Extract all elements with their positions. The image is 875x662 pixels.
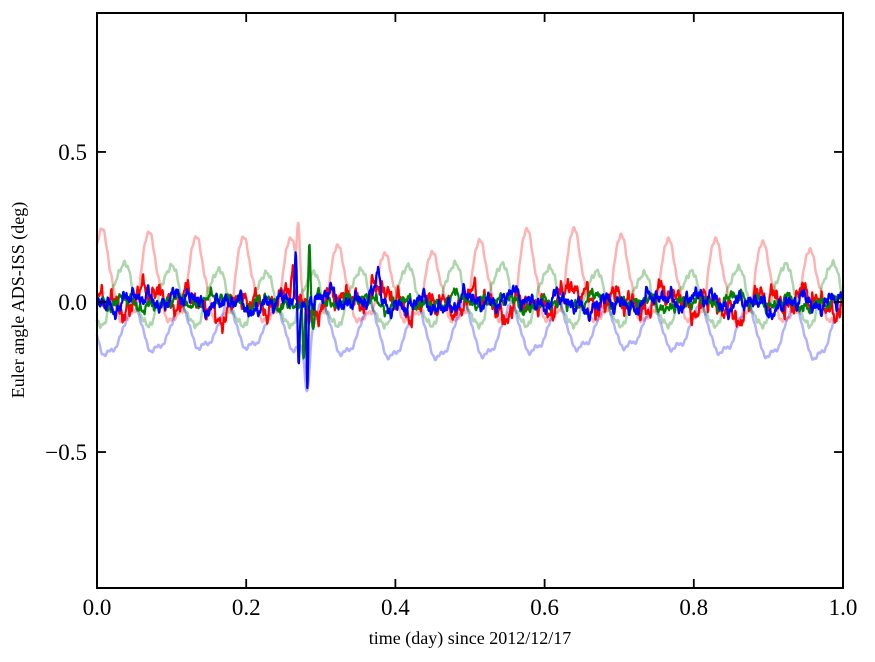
x-tick-label: 0.4: [381, 595, 410, 620]
series-layer: [95, 221, 845, 393]
x-tick-label: 0.8: [679, 595, 708, 620]
series-green-faded-line: [95, 258, 845, 330]
x-axis-label: time (day) since 2012/12/17: [369, 628, 571, 649]
plot-border: [96, 12, 844, 589]
x-tick-label: 0.6: [530, 595, 559, 620]
axes-layer: 0.0 0.2 0.4 0.6 0.8 1.0 0.5 0.0 −0.5: [45, 13, 857, 620]
series-blue-faded-line: [95, 299, 845, 393]
x-tick-label: 0.2: [232, 595, 261, 620]
x-tick-label: 0.0: [83, 595, 112, 620]
series-blue-line: [95, 251, 845, 390]
y-tick-label: 0.5: [58, 140, 87, 165]
y-axis-label: Euler angle ADS-ISS (deg): [8, 202, 29, 398]
y-tick-label: −0.5: [45, 440, 87, 465]
y-tick-label: 0.0: [58, 290, 87, 315]
x-tick-label: 1.0: [829, 595, 858, 620]
